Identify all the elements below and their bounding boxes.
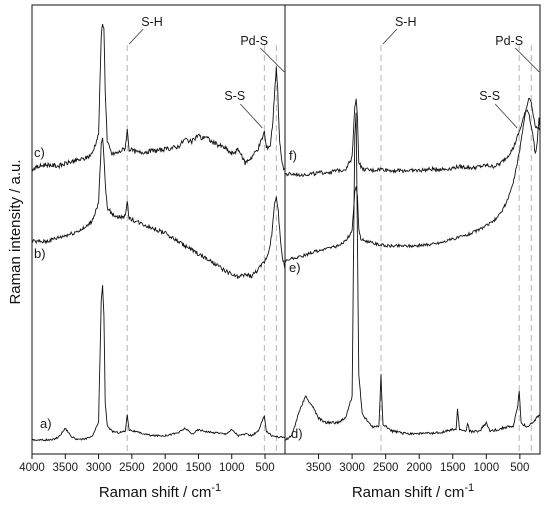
trace-label-a: a): [40, 416, 52, 431]
spectrum-d: [284, 112, 541, 441]
right-spectra: f) e) d): [284, 97, 541, 441]
x-tick-label: 2500: [119, 462, 145, 474]
x-tick-label: 2000: [152, 462, 178, 474]
peak-label-ss: S-S: [479, 89, 500, 103]
x-tick-label: 3000: [339, 462, 365, 474]
x-tick-label: 3500: [52, 462, 78, 474]
peak-leader-ss: [494, 103, 518, 129]
y-axis-title: Raman intensity / a.u.: [7, 159, 24, 304]
x-tick-label: 2500: [373, 462, 399, 474]
x-tick-label: 3000: [86, 462, 112, 474]
spectrum-c: [31, 24, 286, 172]
spectrum-a: [31, 285, 286, 442]
left-spectra: c) b) a): [31, 24, 286, 442]
peak-label-sh: S-H: [141, 15, 163, 29]
x-tick-label: 1500: [186, 462, 212, 474]
peak-label-pds: Pd-S: [240, 34, 268, 48]
spectrum-f: [284, 98, 541, 178]
right-x-ticks: 3500 3000 2500 2000 1500 1000 500: [306, 454, 529, 474]
x-tick-label: 3500: [306, 462, 332, 474]
trace-label-c: c): [34, 145, 45, 160]
left-x-ticks: 4000 3500 3000 2500 2000 1500 1000 500: [19, 454, 275, 474]
trace-label-b: b): [34, 246, 46, 261]
right-panel: f)e)d) 3500 3000 2500 2000 1500 1000 500 S-HS-…: [284, 4, 541, 501]
left-x-axis-title: Raman shift / cm-1: [99, 482, 221, 501]
x-tick-label: 1500: [440, 462, 466, 474]
x-tick-label: 1000: [219, 462, 245, 474]
peak-leader-pds: [514, 47, 540, 73]
peak-leader-sh: [382, 28, 398, 45]
peak-leader-ss: [240, 103, 263, 129]
x-tick-label: 1000: [474, 462, 500, 474]
x-tick-label: 2000: [406, 462, 432, 474]
right-x-axis-title: Raman shift / cm-1: [352, 482, 474, 501]
peak-label-pds: Pd-S: [495, 34, 523, 48]
spectrum-b: [31, 137, 286, 279]
right-peak-labels: S-H S-S Pd-S: [382, 15, 540, 129]
trace-label-f: f): [289, 148, 297, 163]
x-tick-label: 4000: [19, 462, 45, 474]
peak-leader-pds: [260, 47, 285, 73]
trace-label-d: d): [291, 426, 303, 441]
trace-label-e: e): [289, 260, 301, 275]
peak-leader-sh: [128, 28, 144, 45]
peak-label-ss: S-S: [224, 89, 245, 103]
spectrum-e: [284, 97, 541, 263]
right-plot-frame: [284, 4, 541, 455]
x-tick-label: 500: [255, 462, 274, 474]
left-reference-lines: [126, 45, 277, 454]
x-tick-label: 500: [510, 462, 529, 474]
left-panel: c) b) a) 4000 3500 3000 2500 2000 1500 1000 500 S…: [19, 4, 286, 501]
left-peak-labels: S-H S-S Pd-S: [128, 15, 285, 129]
peak-label-sh: S-H: [395, 15, 417, 29]
